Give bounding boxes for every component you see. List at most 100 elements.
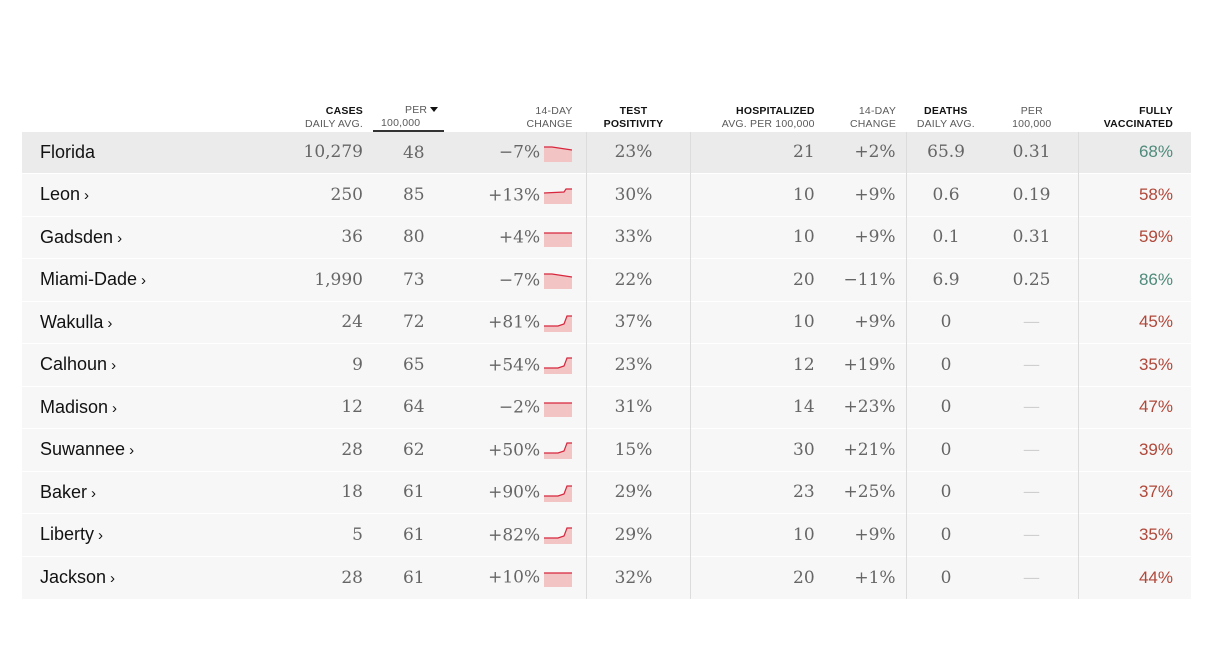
location-label: Leon — [40, 184, 81, 205]
change-value: +82% — [488, 525, 541, 545]
deaths-per-100k: 0.31 — [995, 215, 1078, 259]
location-name: Florida — [22, 130, 289, 174]
test-positivity: 37% — [586, 300, 691, 344]
location-label: Liberty — [40, 524, 95, 545]
chevron-right-icon: › — [129, 442, 135, 460]
location-label: Florida — [40, 141, 96, 162]
cases-daily-avg: 24 — [288, 300, 373, 344]
trend-sparkline-icon — [544, 572, 573, 587]
cases-14day-change: −7% — [444, 258, 587, 301]
data-table: CASES DAILY AVG. PER 100,000 14-DAY CHANGE … — [22, 92, 1191, 599]
cases-14day-change: +82% — [444, 513, 587, 556]
county-row[interactable]: Calhoun › 9 65 +54% 23% 12 +19% 0—35% — [22, 343, 1191, 386]
location-name[interactable]: Miami-Dade › — [22, 258, 289, 301]
header-deaths-per-100k[interactable]: PER 100,000 — [1012, 104, 1052, 130]
cases-daily-avg: 36 — [288, 215, 373, 259]
cases-14day-change: −2% — [444, 385, 587, 429]
location-name[interactable]: Baker › — [22, 470, 289, 514]
deaths-per-100k: 0.25 — [995, 258, 1078, 301]
header-hospitalized[interactable]: HOSPITALIZED AVG. PER 100,000 — [721, 104, 815, 130]
sort-down-icon — [430, 107, 439, 112]
cases-per-100k: 72 — [372, 300, 445, 344]
location-label: Miami-Dade — [40, 269, 138, 290]
header-14day-change[interactable]: 14-DAY CHANGE — [526, 104, 573, 130]
county-row[interactable]: Baker › 18 61 +90% 29% 23 +25% 0—37% — [22, 470, 1191, 514]
sparkline-line — [544, 442, 573, 454]
test-positivity: 23% — [586, 343, 691, 386]
county-row[interactable]: Leon › 250 85 +13% 30% 10 +9% 0.6 0.19 58% — [22, 173, 1191, 216]
deaths-per-100k: 0.19 — [995, 173, 1078, 216]
state-row: Florida 10,279 48 −7% 23% 21 +2% 65.9 0.31 68% — [22, 130, 1191, 174]
county-row[interactable]: Wakulla › 24 72 +81% 37% 10 +9% 0—45% — [22, 300, 1191, 344]
header-test-positivity[interactable]: TEST POSITIVITY — [603, 104, 664, 130]
test-positivity: 30% — [586, 173, 691, 216]
cases-daily-avg: 9 — [288, 343, 373, 386]
trend-sparkline-icon — [544, 273, 573, 289]
county-row[interactable]: Jackson › 28 61 +10% 32% 20 +1% 0—44% — [22, 555, 1191, 599]
location-label: Calhoun — [40, 354, 108, 375]
cases-per-100k: 85 — [372, 173, 445, 216]
sparkline-fill — [544, 189, 573, 204]
location-name[interactable]: Liberty › — [22, 513, 289, 556]
location-name[interactable]: Leon › — [22, 173, 289, 216]
fully-vaccinated: 47% — [1077, 385, 1191, 429]
chevron-right-icon: › — [111, 357, 117, 375]
location-name[interactable]: Jackson › — [22, 555, 289, 599]
cases-daily-avg: 250 — [288, 173, 373, 216]
county-row[interactable]: Suwannee › 28 62 +50% 15% 30 +21% 0—39% — [22, 428, 1191, 471]
change-value: −7% — [498, 270, 541, 290]
fully-vaccinated: 39% — [1077, 428, 1191, 471]
fully-vaccinated: 35% — [1077, 513, 1191, 556]
change-value: +50% — [488, 440, 541, 460]
sparkline-fill — [544, 358, 573, 374]
header-hosp-14day-change[interactable]: 14-DAY CHANGE — [849, 104, 897, 130]
location-name[interactable]: Calhoun › — [22, 343, 289, 386]
header-per-100k-sorted[interactable]: PER 100,000 — [372, 92, 445, 132]
county-row[interactable]: Liberty › 5 61 +82% 29% 10 +9% 0—35% — [22, 513, 1191, 556]
header-cases[interactable]: CASES DAILY AVG. — [289, 92, 373, 131]
location-name[interactable]: Madison › — [22, 385, 289, 429]
test-positivity: 23% — [586, 130, 691, 174]
trend-sparkline-icon — [544, 145, 573, 162]
county-row[interactable]: Gadsden › 36 80 +4% 33% 10 +9% 0.1 0.31 59% — [22, 215, 1191, 259]
change-value: −7% — [498, 142, 541, 163]
deaths-daily-avg: 0 — [905, 300, 996, 344]
fully-vaccinated: 37% — [1077, 470, 1191, 514]
location-label: Gadsden — [40, 226, 114, 247]
deaths-per-100k: — — [995, 300, 1078, 344]
location-name[interactable]: Wakulla › — [22, 300, 289, 344]
cases-per-100k: 61 — [372, 513, 445, 556]
hospitalized-per-100k: 10 — [689, 215, 825, 259]
deaths-per-100k: — — [995, 470, 1078, 514]
deaths-per-100k: — — [995, 555, 1078, 599]
cases-daily-avg: 5 — [288, 513, 373, 556]
hospitalized-per-100k: 30 — [689, 428, 825, 471]
fully-vaccinated: 45% — [1077, 300, 1191, 344]
location-name[interactable]: Suwannee › — [22, 428, 289, 471]
sparkline-fill — [544, 232, 573, 247]
header-deaths[interactable]: DEATHS DAILY AVG. — [916, 104, 975, 130]
header-fully-vaccinated[interactable]: FULLY VACCINATED — [1103, 104, 1173, 130]
change-value: +10% — [488, 567, 541, 588]
sparkline-line — [544, 314, 573, 327]
cases-per-100k: 61 — [372, 470, 445, 514]
chevron-right-icon: › — [112, 399, 118, 417]
fully-vaccinated: 44% — [1077, 555, 1191, 599]
hospitalized-14day-change: +9% — [824, 215, 907, 259]
sparkline-fill — [544, 485, 573, 502]
cases-14day-change: +81% — [444, 300, 587, 344]
hospitalized-per-100k: 20 — [689, 258, 825, 301]
county-row[interactable]: Madison › 12 64 −2% 31% 14 +23% 0—47% — [22, 385, 1191, 429]
deaths-daily-avg: 0 — [905, 343, 996, 386]
county-row[interactable]: Miami-Dade › 1,990 73 −7% 22% 20 −11% 6.9 0.25 86% — [22, 258, 1191, 301]
cases-per-100k: 62 — [372, 428, 445, 471]
hospitalized-14day-change: +2% — [824, 130, 907, 174]
test-positivity: 29% — [586, 470, 691, 514]
location-label: Baker — [40, 481, 88, 502]
hospitalized-14day-change: +19% — [824, 343, 907, 386]
fully-vaccinated: 35% — [1077, 343, 1191, 386]
cases-14day-change: +4% — [444, 215, 587, 259]
chevron-right-icon: › — [84, 187, 90, 205]
location-label: Suwannee — [40, 439, 126, 460]
location-name[interactable]: Gadsden › — [22, 215, 289, 259]
